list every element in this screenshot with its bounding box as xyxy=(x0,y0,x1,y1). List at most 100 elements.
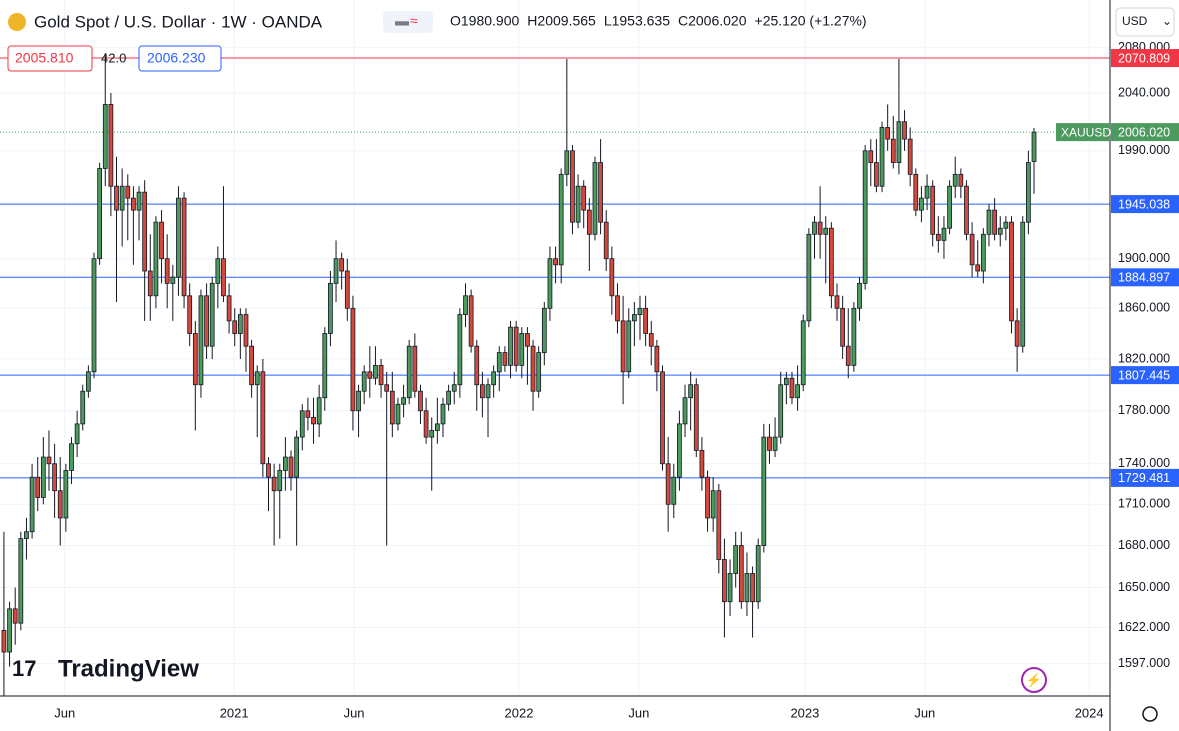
candle-body xyxy=(890,138,896,163)
candle-body xyxy=(131,197,136,211)
level-label-bg xyxy=(1111,268,1179,287)
candle-body xyxy=(305,410,311,418)
candle-body xyxy=(423,410,429,438)
candle-body xyxy=(328,282,333,334)
candle-body xyxy=(930,185,936,235)
candle-body xyxy=(919,197,924,211)
y-tick-label: 1820.000 xyxy=(1118,351,1170,365)
candle-body xyxy=(339,258,345,272)
candle-body xyxy=(260,371,266,465)
candle-body xyxy=(434,423,440,431)
candle-body xyxy=(181,197,187,297)
candle-body xyxy=(530,345,536,392)
candle-body xyxy=(992,209,997,235)
candle-body xyxy=(857,282,862,309)
candle-body xyxy=(997,227,1003,235)
flash-button[interactable] xyxy=(1021,667,1047,693)
candle-body xyxy=(1031,131,1037,162)
sell-button[interactable] xyxy=(7,45,93,72)
x-tick-label: Jun xyxy=(914,705,935,720)
candle-body xyxy=(874,162,879,187)
level-label-bg xyxy=(1111,195,1179,214)
candle-body xyxy=(693,384,699,451)
candle-body xyxy=(834,295,840,309)
candle-body xyxy=(980,233,986,272)
level-label: 1884.897 xyxy=(1118,271,1170,285)
candle-body xyxy=(237,314,243,334)
ohlc-value: C2006.020 xyxy=(678,13,747,29)
candle-body xyxy=(1,629,7,653)
candle-body xyxy=(418,390,423,412)
candle-body xyxy=(69,443,74,471)
candle-body xyxy=(401,397,406,405)
candle-body xyxy=(845,345,851,366)
candle-body xyxy=(451,384,457,392)
icon: ≈ xyxy=(410,13,418,29)
plot-area xyxy=(0,0,1110,696)
candle-body xyxy=(86,371,91,392)
candle-body xyxy=(879,127,885,187)
y-tick-label: 1780.000 xyxy=(1118,403,1170,417)
candle-body xyxy=(907,138,913,175)
candle-body xyxy=(570,150,575,223)
candle-body xyxy=(755,545,761,603)
x-tick-label: 2021 xyxy=(220,705,249,720)
candle-body xyxy=(1026,162,1031,223)
candle-body xyxy=(592,162,598,235)
candle-body xyxy=(626,320,632,373)
candle-body xyxy=(547,258,553,309)
icon: ▬ xyxy=(395,13,409,29)
candle-body xyxy=(164,258,170,284)
candle-body xyxy=(761,436,767,546)
candle-body xyxy=(722,559,727,603)
candle-body xyxy=(52,463,57,492)
candle-body xyxy=(170,276,176,284)
candle-body xyxy=(665,463,671,505)
candle-body xyxy=(829,227,834,297)
candle-body xyxy=(885,127,891,140)
candle-body xyxy=(176,197,181,278)
candle-body xyxy=(671,476,677,505)
candle-body xyxy=(733,545,739,574)
price-axis xyxy=(1110,0,1179,731)
settings-button[interactable] xyxy=(1142,706,1158,722)
candle-body xyxy=(153,221,159,297)
candle-body xyxy=(254,371,260,386)
candle-body xyxy=(24,531,29,540)
currency-select[interactable] xyxy=(1115,7,1175,37)
last-price-label: 2006.020 xyxy=(1118,125,1170,139)
overlay: 1597.000 1622.000 1650.000 1680.000 1710.000… xyxy=(54,40,1179,720)
candle-body xyxy=(232,320,238,334)
y-tick-label: 1990.000 xyxy=(1118,143,1170,157)
candle-body xyxy=(102,104,108,169)
candle-body xyxy=(221,258,226,297)
candle-body xyxy=(136,191,142,211)
candle-body xyxy=(97,168,102,260)
candle-body xyxy=(322,333,328,399)
candle-body xyxy=(975,264,981,272)
candle-body xyxy=(350,307,356,412)
x-tick-label: Jun xyxy=(628,705,649,720)
candle-body xyxy=(575,185,581,223)
candle-body xyxy=(924,185,930,199)
candle-body xyxy=(705,476,710,519)
chart-title: Gold Spot / U.S. Dollar · 1W · OANDA xyxy=(34,12,323,31)
indicator-toggle[interactable] xyxy=(383,11,433,33)
candle-body xyxy=(266,463,271,478)
x-tick-label: 2024 xyxy=(1075,705,1104,720)
candle-body xyxy=(311,416,316,425)
candle-body xyxy=(823,227,829,235)
candle-body xyxy=(513,326,519,366)
candle-body xyxy=(772,436,778,451)
candle-body xyxy=(384,384,390,392)
candle-body xyxy=(952,173,958,187)
candle-body xyxy=(615,295,620,322)
candle-body xyxy=(187,295,193,334)
buy-button[interactable] xyxy=(138,45,222,72)
candle-body xyxy=(896,121,902,163)
candle-body xyxy=(491,371,497,386)
spread: 42.0 xyxy=(101,50,126,65)
symbol-label: XAUUSD xyxy=(1061,125,1111,139)
